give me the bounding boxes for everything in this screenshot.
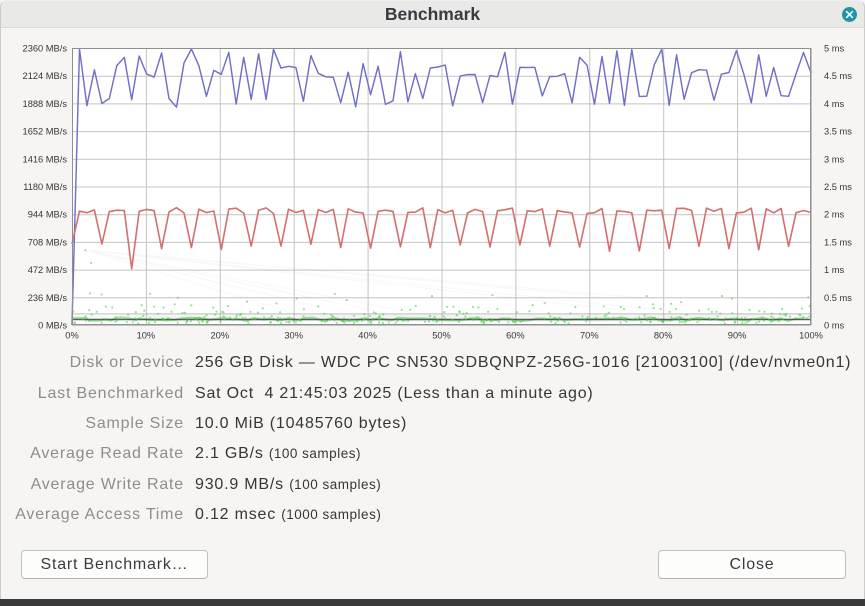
svg-text:100%: 100% bbox=[799, 331, 823, 341]
svg-text:90%: 90% bbox=[728, 331, 747, 341]
svg-text:3.5 ms: 3.5 ms bbox=[824, 127, 852, 137]
svg-text:5 ms: 5 ms bbox=[824, 44, 844, 54]
svg-text:2124 MB/s: 2124 MB/s bbox=[23, 71, 68, 81]
svg-text:2 ms: 2 ms bbox=[824, 210, 844, 220]
svg-text:1.5 ms: 1.5 ms bbox=[824, 237, 852, 247]
svg-text:2360 MB/s: 2360 MB/s bbox=[23, 44, 68, 54]
svg-text:20%: 20% bbox=[210, 331, 229, 341]
svg-text:472 MB/s: 472 MB/s bbox=[28, 265, 68, 275]
svg-text:236 MB/s: 236 MB/s bbox=[28, 293, 68, 303]
svg-text:70%: 70% bbox=[580, 331, 599, 341]
svg-text:60%: 60% bbox=[506, 331, 525, 341]
svg-text:1 ms: 1 ms bbox=[824, 265, 844, 275]
svg-text:30%: 30% bbox=[284, 331, 303, 341]
svg-text:50%: 50% bbox=[432, 331, 451, 341]
svg-text:0.5 ms: 0.5 ms bbox=[824, 293, 852, 303]
svg-text:0%: 0% bbox=[65, 331, 78, 341]
svg-text:1416 MB/s: 1416 MB/s bbox=[23, 154, 68, 164]
svg-text:0 ms: 0 ms bbox=[824, 321, 844, 331]
svg-text:0 MB/s: 0 MB/s bbox=[38, 321, 67, 331]
svg-text:4 ms: 4 ms bbox=[824, 99, 844, 109]
svg-text:1652 MB/s: 1652 MB/s bbox=[23, 127, 68, 137]
svg-text:1180 MB/s: 1180 MB/s bbox=[23, 182, 67, 192]
svg-text:4.5 ms: 4.5 ms bbox=[824, 71, 852, 81]
svg-text:80%: 80% bbox=[654, 331, 673, 341]
svg-text:10%: 10% bbox=[137, 331, 156, 341]
svg-text:708 MB/s: 708 MB/s bbox=[28, 237, 68, 247]
svg-text:3 ms: 3 ms bbox=[824, 154, 844, 164]
svg-text:1888 MB/s: 1888 MB/s bbox=[23, 99, 68, 109]
svg-text:944 MB/s: 944 MB/s bbox=[28, 210, 68, 220]
svg-text:40%: 40% bbox=[358, 331, 377, 341]
svg-text:2.5 ms: 2.5 ms bbox=[824, 182, 852, 192]
